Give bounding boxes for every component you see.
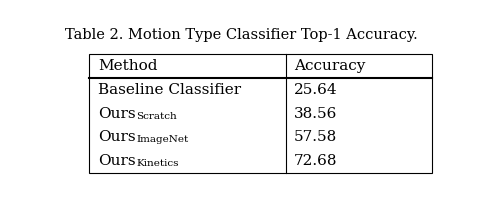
Text: ImageNet: ImageNet: [136, 135, 188, 144]
Text: Table 2. Motion Type Classifier Top-1 Accuracy.: Table 2. Motion Type Classifier Top-1 Ac…: [65, 28, 417, 42]
Text: Ours: Ours: [98, 130, 136, 145]
Text: Kinetics: Kinetics: [136, 159, 178, 168]
Text: 72.68: 72.68: [294, 154, 337, 168]
Text: Accuracy: Accuracy: [294, 59, 365, 73]
Text: 38.56: 38.56: [294, 107, 337, 121]
Text: Method: Method: [98, 59, 158, 73]
Text: Ours: Ours: [98, 154, 136, 168]
Text: 25.64: 25.64: [294, 83, 337, 97]
Text: 57.58: 57.58: [294, 130, 337, 145]
Text: Baseline Classifier: Baseline Classifier: [98, 83, 242, 97]
Text: Ours: Ours: [98, 107, 136, 121]
Text: Scratch: Scratch: [136, 112, 177, 121]
